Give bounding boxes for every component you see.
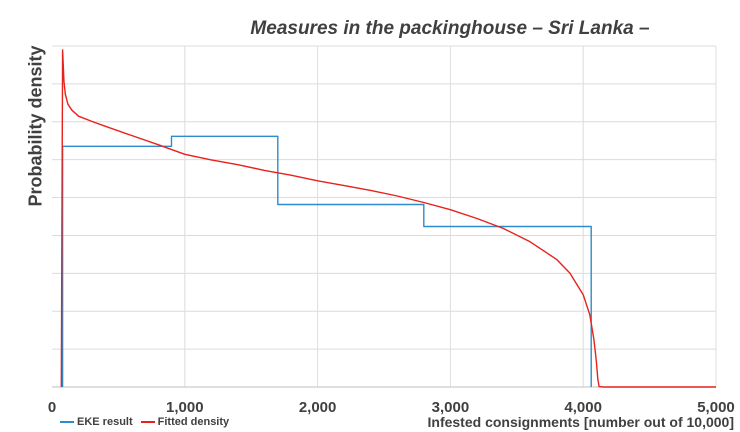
legend-swatch-eke — [60, 421, 74, 423]
legend-swatch-fitted — [140, 421, 155, 423]
x-tick-label: 3,000 — [432, 399, 470, 416]
legend-item-eke: EKE result — [60, 416, 133, 428]
series-layer — [60, 49, 716, 388]
x-tick-label: 4,000 — [564, 399, 602, 416]
x-axis-label: Infested consignments [number out of 10,… — [427, 414, 735, 430]
x-tick-label: 5,000 — [697, 399, 735, 416]
legend-label-fitted: Fitted density — [157, 416, 230, 428]
x-tick-label: 1,000 — [166, 399, 204, 416]
x-tick-label: 0 — [48, 399, 56, 416]
x-tick-label: 2,000 — [299, 399, 337, 416]
x-tick-labels: 0 1,000 2,000 3,000 4,000 5,000 — [48, 399, 735, 416]
series-eke-result — [61, 135, 592, 387]
chart-title: Measures in the packinghouse – Sri Lanka… — [250, 18, 650, 39]
legend: EKE result Fitted density — [60, 416, 229, 428]
legend-label-eke: EKE result — [77, 416, 133, 428]
gridlines — [52, 45, 717, 387]
series-fitted-density — [60, 49, 716, 388]
legend-item-fitted: Fitted density — [140, 416, 230, 428]
